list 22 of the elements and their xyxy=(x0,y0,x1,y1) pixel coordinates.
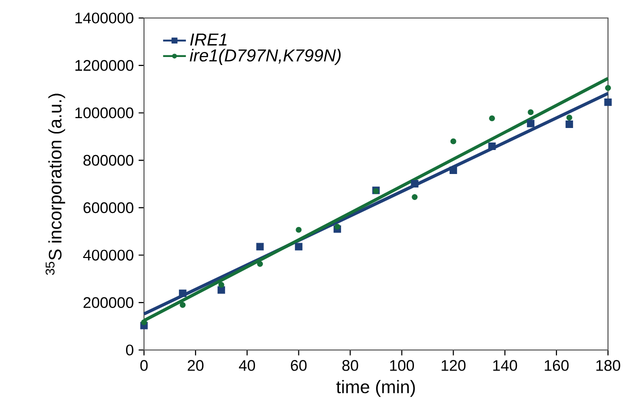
x-axis-title: time (min) xyxy=(336,380,415,397)
x-tick-label: 0 xyxy=(140,360,148,371)
y-tick-label: 200000 xyxy=(84,297,134,308)
y-tick-label: 1200000 xyxy=(75,60,134,71)
x-tick-label: 80 xyxy=(342,360,358,371)
x-tick-label: 180 xyxy=(596,360,620,371)
x-tick-label: 140 xyxy=(493,360,518,371)
x-tick-label: 120 xyxy=(442,360,466,371)
x-tick-label: 100 xyxy=(390,360,414,371)
legend-label: ire1(D797N,K799N) xyxy=(190,48,341,65)
y-tick-label: 800000 xyxy=(83,154,134,166)
x-tick-label: 20 xyxy=(188,360,204,371)
x-tick-label: 160 xyxy=(544,360,569,371)
y-tick-label: 1000000 xyxy=(75,107,134,118)
y-tick-label: 600000 xyxy=(84,202,134,214)
legend-label: IRE1 xyxy=(190,34,227,46)
x-tick-label: 40 xyxy=(238,360,256,371)
y-axis-title: $^{35}$S incorporation (a.u.) xyxy=(46,94,66,275)
y-tick-label: 1400000 xyxy=(75,12,134,24)
y-tick-label: 0 xyxy=(126,344,134,356)
y-tick-label: 400000 xyxy=(83,250,134,261)
x-tick-label: 60 xyxy=(290,360,307,371)
